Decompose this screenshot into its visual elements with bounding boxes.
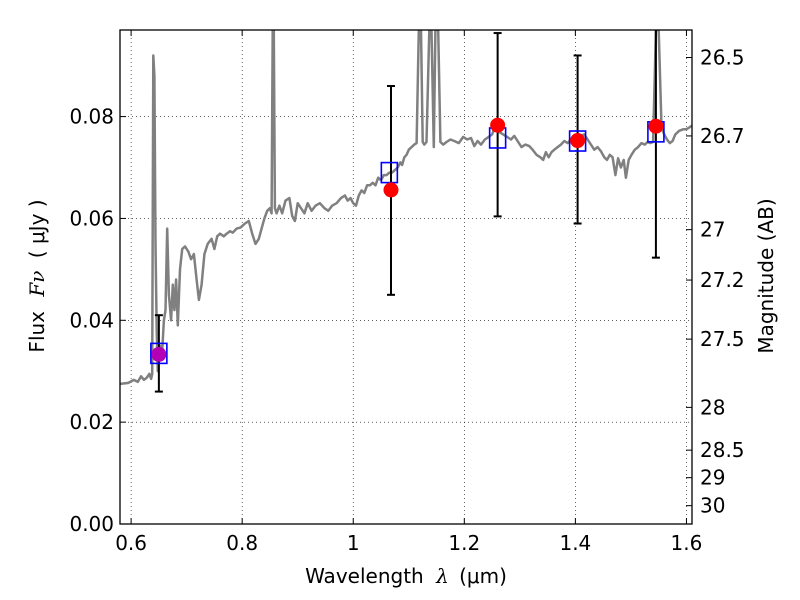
model-spectrum-line [120, 30, 692, 386]
y2-tick-label: 26.5 [700, 46, 745, 70]
y-axis-label: Flux Fν ( μJy ) [25, 199, 49, 352]
y2-tick-label: 27 [700, 218, 725, 242]
y2-tick-label: 27.5 [700, 327, 745, 351]
y-tick-label: 0.04 [69, 308, 114, 332]
plot-area [120, 30, 692, 393]
y2-tick-label: 27.2 [700, 268, 745, 292]
x-tick-label: 1.2 [448, 531, 480, 555]
y2-tick-label: 28 [700, 395, 725, 419]
observed-point [648, 118, 664, 134]
y2-tick-label: 29 [700, 466, 725, 490]
x-axis-label-symbol: λ [435, 564, 449, 588]
observed-point [570, 133, 586, 149]
observed-point [383, 182, 399, 198]
model-band-square [568, 130, 587, 152]
y-tick-label: 0.00 [69, 512, 114, 536]
x-axis-label: Wavelength λ (μm) [305, 564, 507, 588]
tick-layer: 0.6 0.8 1 1.2 1.4 1.6 0.00 0.02 0.04 0.06 0.08 26.5… [69, 30, 745, 555]
y-axis-label-unit: ( μJy ) [25, 199, 49, 258]
x-tick-label: 1 [347, 531, 360, 555]
plot-frame [119, 29, 693, 525]
y-axis-label-symbol: Fν [25, 271, 49, 298]
y-tick-label: 0.08 [69, 105, 114, 129]
x-tick-label: 1.4 [559, 531, 591, 555]
x-tick-label: 0.6 [115, 531, 147, 555]
y2-tick-label: 30 [700, 494, 725, 518]
x-tick-label: 0.8 [226, 531, 258, 555]
x-axis-label-text: Wavelength [305, 564, 424, 588]
x-tick-label: 1.6 [671, 531, 703, 555]
model-band-square [150, 342, 168, 365]
y2-tick-label: 26.7 [700, 124, 745, 148]
observed-purple-point [151, 346, 167, 362]
observed-point [490, 117, 506, 133]
y2-tick-label: 28.5 [700, 438, 745, 462]
grid-layer [120, 30, 692, 525]
y-tick-label: 0.02 [69, 410, 114, 434]
x-axis-label-unit: (μm) [459, 564, 507, 588]
model-band-square [380, 161, 399, 184]
y-tick-label: 0.06 [69, 206, 114, 230]
right-axis-label: Magnitude (AB) [754, 198, 778, 353]
y-axis-label-text: Flux [25, 311, 49, 353]
